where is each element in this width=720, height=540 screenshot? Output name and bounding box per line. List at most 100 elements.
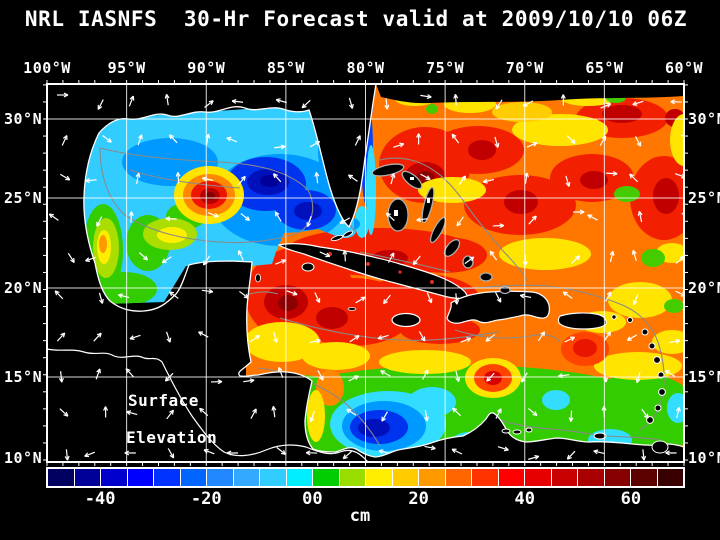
current-vector-arrow-icon [426,292,433,304]
current-vector-arrow-icon [137,134,143,146]
current-vector-arrow-icon [274,144,286,150]
current-vector-arrow-icon [271,405,277,418]
colorbar-cell [366,469,392,486]
current-vector-arrow-icon [175,172,181,184]
current-vectors [48,92,684,461]
current-vector-arrow-icon [309,411,315,423]
pacific-coastline [47,348,369,462]
current-vector-arrow-icon [67,252,75,263]
current-vector-arrow-icon [349,335,360,343]
current-vector-arrow-icon [202,176,214,182]
current-vector-arrow-icon [486,372,495,382]
current-vector-arrow-icon [599,135,607,146]
current-vector-arrow-icon [85,256,97,262]
current-vector-arrow-icon [167,448,175,459]
current-vector-arrow-icon [205,133,211,146]
colorbar-tick-label: -40 [84,489,116,509]
current-vector-arrow-icon [637,210,643,223]
current-vector-arrow-icon [286,290,298,296]
current-vector-arrow-icon [226,450,239,456]
current-vector-arrow-icon [273,331,279,343]
current-vector-arrow-icon [125,368,134,378]
colorbar-cell [313,469,339,486]
current-vector-arrow-icon [420,94,432,100]
islands-lesser-antilles [501,314,669,454]
current-vector-arrow-icon [339,217,351,224]
colorbar-cell [631,469,657,486]
lon-tick-label: 85°W [266,59,305,77]
current-vector-arrow-icon [342,450,352,460]
colorbar-cell [472,469,498,486]
colorbar-cell [127,469,153,486]
colorbar-cell [657,469,683,486]
current-vector-arrow-icon [317,370,324,381]
current-vector-arrow-icon [489,250,498,261]
current-vector-arrow-icon [355,296,366,304]
current-vector-arrow-icon [277,366,284,378]
current-vector-arrow-icon [571,255,581,264]
current-vector-arrow-icon [605,291,612,302]
colorbar-cell [551,469,577,486]
lon-tick-label: 100°W [23,59,71,77]
island-jamaica [391,312,421,328]
current-vector-arrow-icon [250,408,257,419]
plot-title: NRL IASNFS 30-Hr Forecast valid at 2009/… [24,7,688,31]
current-vector-arrow-icon [562,291,573,299]
current-vector-arrow-icon [226,136,238,143]
current-vector-arrow-icon [609,250,615,263]
current-vector-arrow-icon [380,370,391,377]
lon-tick-label: 80°W [346,59,385,77]
colorbar-cell [154,469,180,486]
current-vector-arrow-icon [128,211,134,223]
current-vector-arrow-icon [669,338,681,344]
current-vector-arrow-icon [460,337,472,343]
current-vector-arrow-icon [680,134,684,137]
current-vector-arrow-icon [164,372,174,382]
current-vector-arrow-icon [537,331,546,342]
map-frame [46,83,685,463]
current-vector-arrow-icon [665,450,677,456]
current-vector-arrow-icon [520,372,528,383]
current-vector-arrow-icon [603,371,608,383]
current-vector-arrow-icon [57,92,69,98]
colorbar-cell [260,469,286,486]
current-vector-arrow-icon [124,450,136,456]
current-vector-arrow-icon [497,446,509,452]
current-vector-arrow-icon [566,450,576,460]
current-vector-arrow-icon [632,294,639,306]
current-vector-arrow-icon [201,288,214,294]
current-vector-arrow-icon [420,173,431,181]
current-vector-arrow-icon [527,408,538,417]
current-vector-arrow-icon [485,334,496,342]
current-vector-arrow-icon [587,214,598,221]
current-vector-arrow-icon [165,216,177,222]
current-vector-arrow-icon [240,213,251,221]
current-vector-arrow-icon [601,406,607,418]
current-vector-arrow-icon [382,294,391,305]
current-vector-arrow-icon [56,332,66,342]
colorbar-cell [101,469,127,486]
current-vector-arrow-icon [306,216,312,228]
current-vector-arrow-icon [385,212,395,222]
current-vector-arrow-icon [102,134,112,143]
colorbar-cell [233,469,259,486]
colorbar-cell [286,469,312,486]
current-vector-arrow-icon [560,94,566,106]
current-vector-arrow-icon [97,99,104,110]
colorbar [46,467,685,488]
current-vector-arrow-icon [93,332,102,342]
current-vector-arrow-icon [453,94,459,106]
lon-tick-label: 75°W [426,59,465,77]
current-vector-arrow-icon [526,141,538,148]
current-vector-arrow-icon [416,217,428,223]
current-vector-arrow-icon [135,172,141,185]
lon-tick-label: 70°W [505,59,544,77]
current-vector-arrow-icon [566,135,576,144]
current-vector-arrow-icon [305,450,318,456]
lat-tick-label-left: 10°N [4,449,43,467]
current-vector-arrow-icon [452,407,462,417]
current-vector-arrow-icon [629,173,639,183]
current-vector-arrow-icon [632,100,644,106]
current-vector-arrow-icon [495,408,502,419]
current-vector-arrow-icon [519,293,532,299]
